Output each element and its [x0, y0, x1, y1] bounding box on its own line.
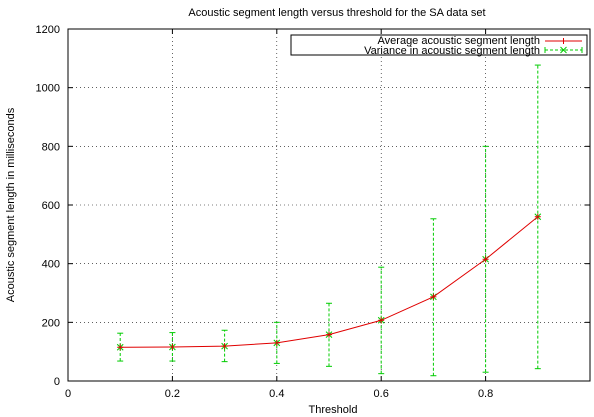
- y-tick-label: 600: [42, 200, 60, 212]
- x-tick-label: 0.2: [165, 388, 180, 400]
- legend: Average acoustic segment lengthVariance …: [290, 34, 588, 57]
- legend-label-variance: Variance in acoustic segment length: [364, 45, 540, 57]
- y-tick-label: 0: [54, 376, 60, 388]
- legend-label-average: Average acoustic segment length: [378, 35, 540, 47]
- y-tick-label: 1200: [36, 24, 60, 36]
- legend-box: [290, 34, 588, 56]
- x-tick-label: 0.4: [269, 388, 284, 400]
- grid-lines: [68, 29, 590, 381]
- series-layer: [116, 64, 542, 377]
- x-tick-label: 0.8: [478, 388, 493, 400]
- legend-marker-variance: [560, 46, 567, 54]
- x-tick-label: 0: [65, 388, 71, 400]
- x-axis: 0 0.2 0.4 0.6 0.8: [65, 29, 493, 400]
- y-axis: 0 200 400 600 800 1000 1200: [36, 24, 590, 388]
- y-tick-label: 800: [42, 141, 60, 153]
- y-tick-label: 200: [42, 317, 60, 329]
- y-tick-label: 400: [42, 259, 60, 271]
- y-tick-label: 1000: [36, 83, 60, 95]
- x-axis-label: Threshold: [309, 404, 358, 416]
- chart-title: Acoustic segment length versus threshold…: [188, 7, 485, 19]
- average-line: [120, 216, 539, 348]
- y-axis-label: Acoustic segment length in milliseconds: [5, 107, 17, 302]
- x-tick-label: 0.6: [374, 388, 389, 400]
